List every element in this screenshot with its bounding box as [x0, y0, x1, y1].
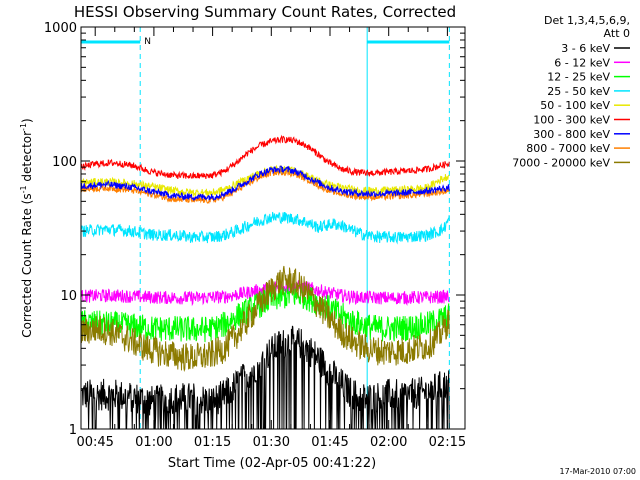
- y-axis-label: Corrected Count Rate (s-1 detector-1): [19, 118, 34, 337]
- series-line-300-800-kev: [81, 165, 450, 202]
- x-tick-label: 01:45: [311, 435, 348, 450]
- x-tick-label: 01:00: [135, 435, 172, 450]
- timestamp: 17-Mar-2010 07:00: [560, 467, 637, 476]
- x-tick-label: 01:30: [253, 435, 290, 450]
- x-axis-label: Start Time (02-Apr-05 00:41:22): [168, 456, 376, 471]
- series-line-7000-20000-kev: [81, 265, 450, 373]
- night-label-1: N: [144, 37, 151, 47]
- legend-label: 300 - 800 keV: [533, 128, 610, 141]
- series-line-800-7000-kev: [81, 168, 450, 205]
- night-period-markers: N: [81, 27, 450, 429]
- legend-header-line-2: Att 0: [604, 27, 630, 40]
- legend-label: 12 - 25 keV: [547, 71, 610, 84]
- legend-label: 25 - 50 keV: [547, 85, 610, 98]
- y-tick-label: 10: [60, 289, 77, 304]
- y-tick-label: 100: [52, 155, 77, 170]
- chart-title: HESSI Observing Summary Count Rates, Cor…: [74, 3, 456, 21]
- y-tick-label: 1: [69, 423, 77, 438]
- series-line-100-300-kev: [81, 134, 450, 179]
- legend-header-line-1: Det 1,3,4,5,6,9,: [544, 14, 630, 27]
- y-tick-label: 1000: [44, 21, 77, 36]
- series-layer: [81, 134, 450, 430]
- legend-label: 100 - 300 keV: [533, 114, 610, 127]
- x-tick-label: 02:00: [370, 435, 407, 450]
- series-line-6-12-kev: [81, 280, 450, 307]
- legend-label: 3 - 6 keV: [561, 42, 610, 55]
- x-tick-label: 01:15: [194, 435, 231, 450]
- legend-label: 7000 - 20000 keV: [512, 156, 610, 169]
- legend-label: 50 - 100 keV: [540, 99, 610, 112]
- series-line-25-50-kev: [81, 211, 450, 245]
- x-tick-label: 02:15: [429, 435, 466, 450]
- x-axis: 00:45 01:00 01:15 01:30 01:45 02:00 02:15: [76, 27, 466, 450]
- legend-label: 800 - 7000 keV: [526, 142, 610, 155]
- x-tick-label: 00:45: [76, 435, 113, 450]
- legend-label: 6 - 12 keV: [554, 56, 610, 69]
- y-axis: 1 10 100 1000: [44, 21, 465, 438]
- plot-frame: [80, 26, 466, 430]
